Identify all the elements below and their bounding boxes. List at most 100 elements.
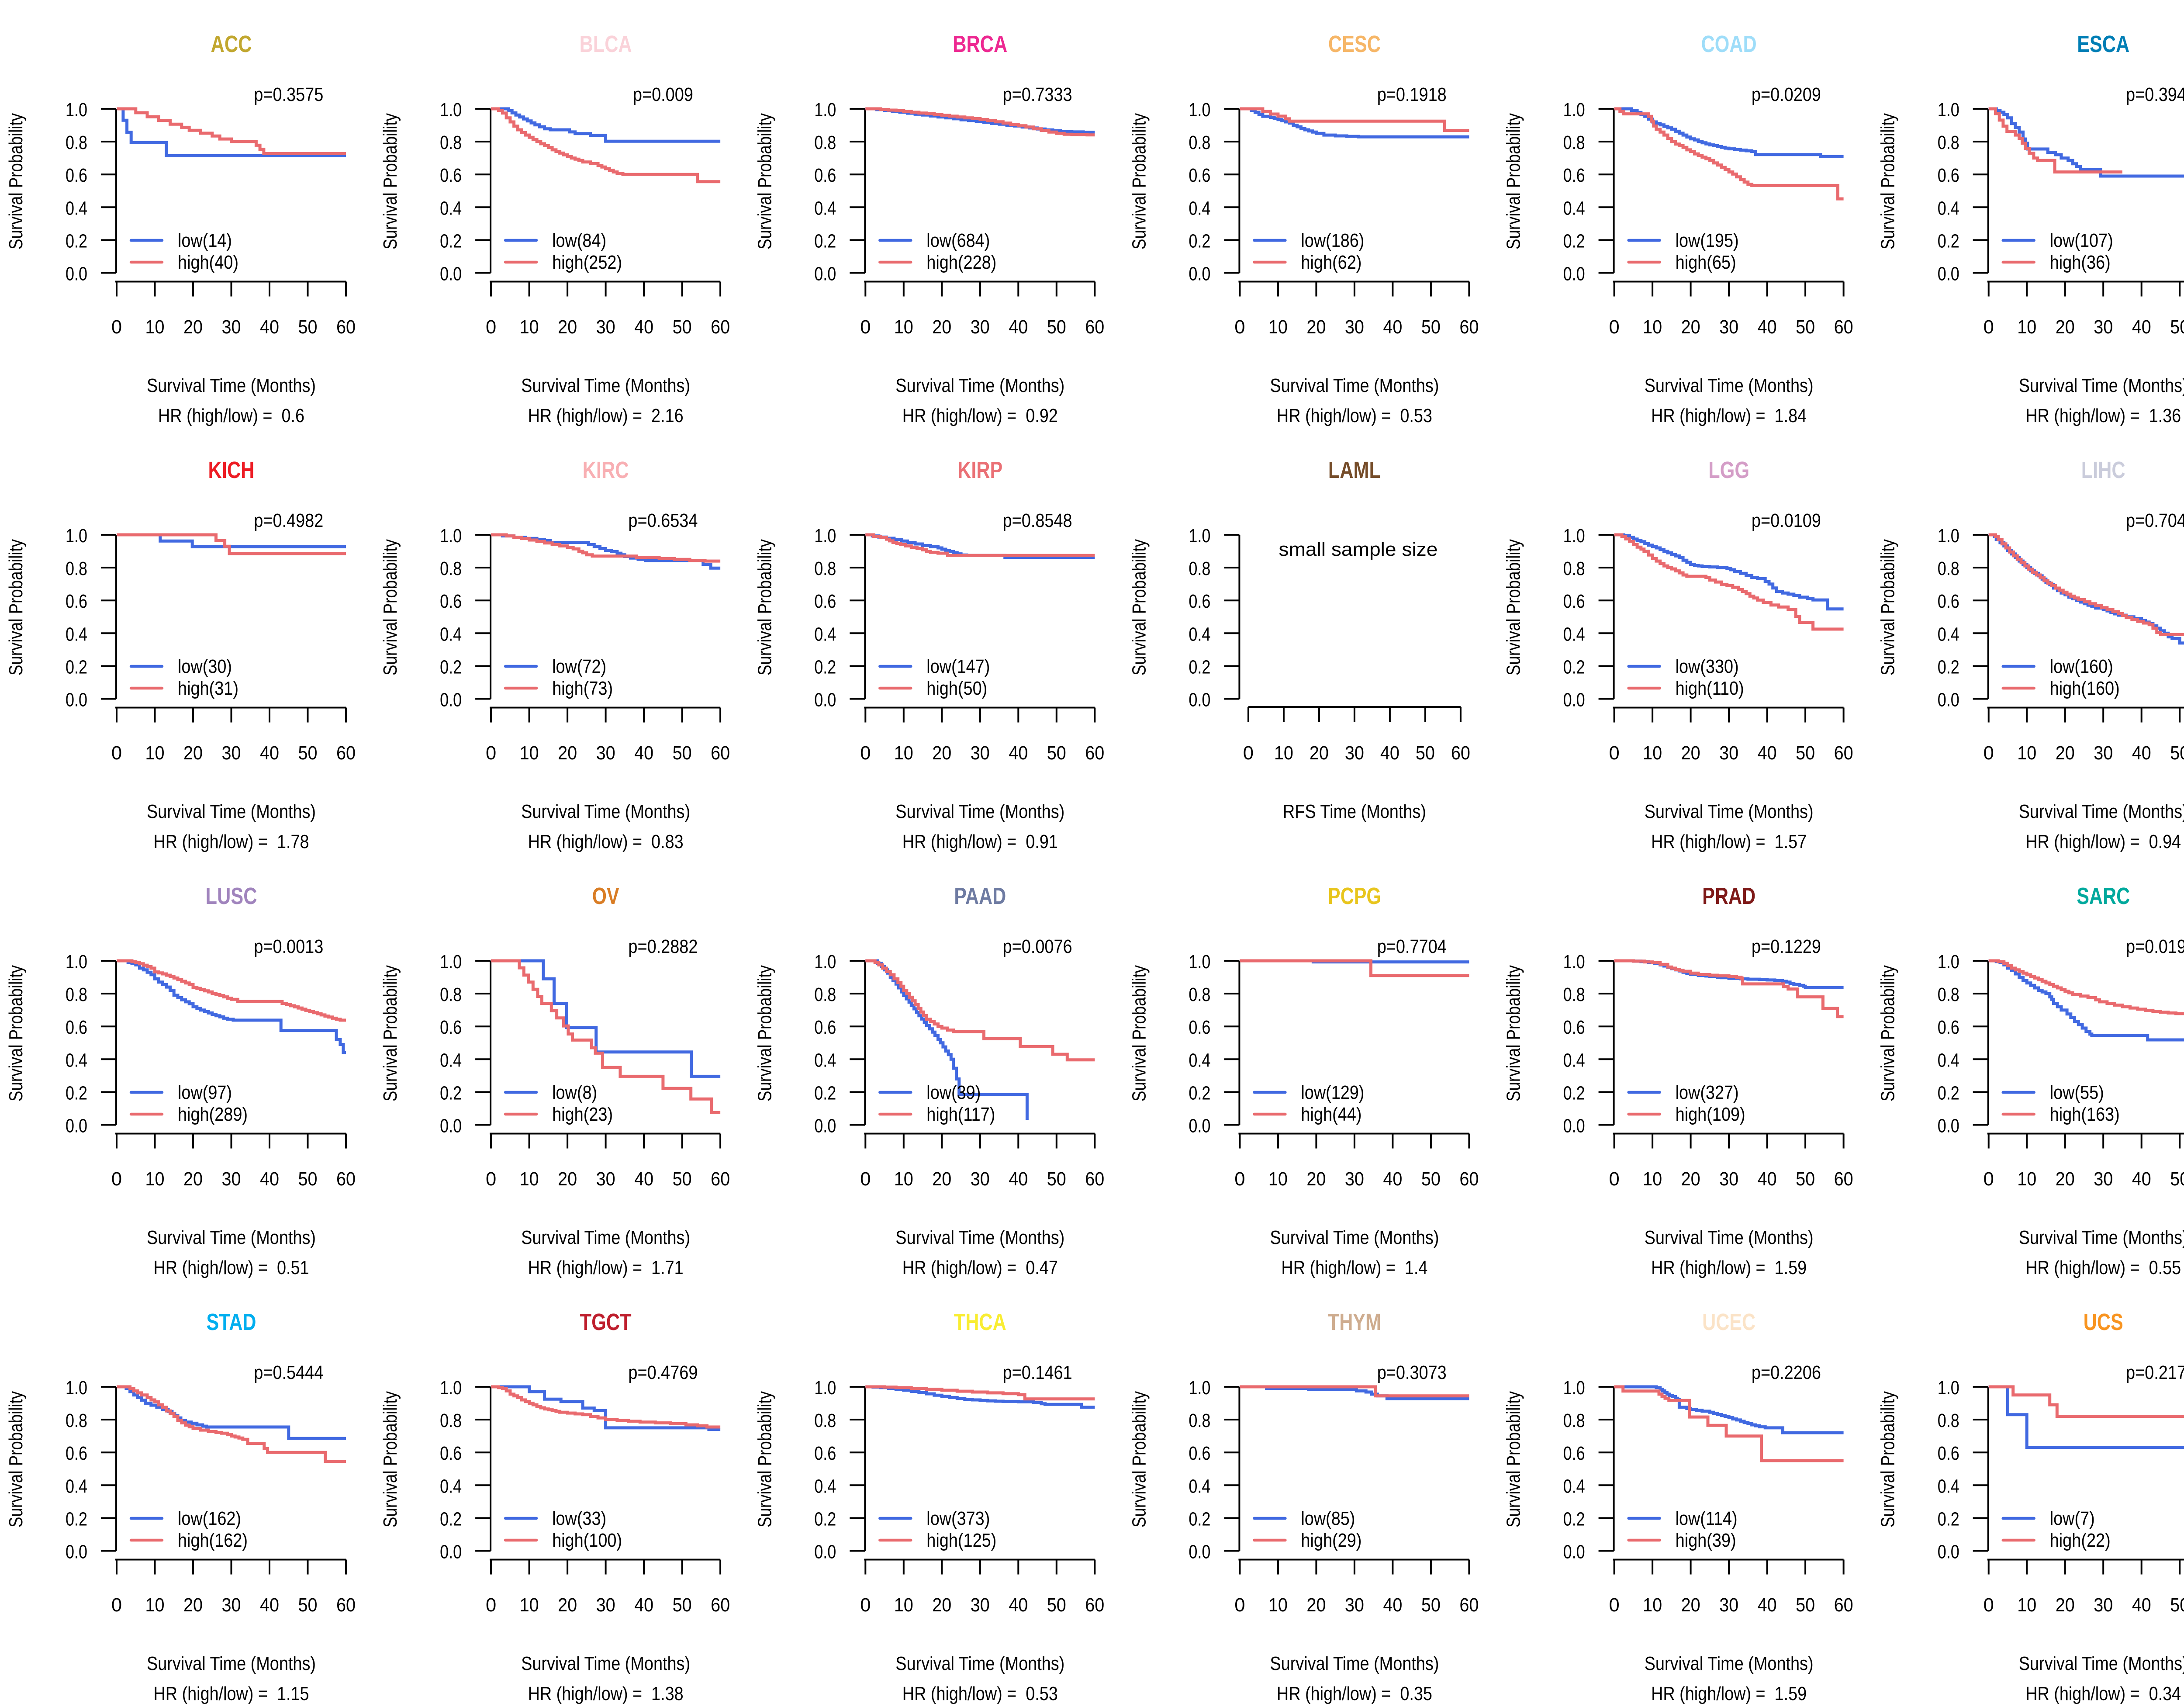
svg-text:0.2: 0.2 [814, 1083, 836, 1104]
svg-text:p=0.7333: p=0.7333 [1003, 84, 1072, 105]
svg-text:high(100): high(100) [552, 1530, 622, 1551]
svg-text:Survival Time (Months): Survival Time (Months) [1645, 801, 1814, 822]
svg-text:0: 0 [1984, 1595, 1994, 1616]
svg-text:0.2: 0.2 [440, 1083, 462, 1104]
svg-text:10: 10 [1274, 743, 1293, 764]
svg-text:0: 0 [1609, 1595, 1619, 1616]
svg-text:0: 0 [860, 1595, 871, 1616]
svg-text:0.8: 0.8 [814, 984, 836, 1005]
svg-text:0.2: 0.2 [1563, 1509, 1585, 1530]
svg-text:0.0: 0.0 [1563, 264, 1585, 285]
svg-text:0: 0 [1984, 317, 1994, 338]
svg-text:0.4: 0.4 [1189, 624, 1210, 645]
svg-text:HR (high/low) = 1.78: HR (high/low) = 1.78 [154, 831, 309, 852]
svg-text:10: 10 [1268, 1169, 1288, 1190]
svg-text:20: 20 [2056, 1595, 2075, 1616]
svg-text:HR (high/low) = 0.92: HR (high/low) = 0.92 [902, 405, 1058, 426]
svg-text:0.8: 0.8 [440, 984, 462, 1005]
svg-text:50: 50 [1416, 743, 1435, 764]
svg-text:0.6: 0.6 [440, 1443, 462, 1464]
svg-text:60: 60 [1085, 1169, 1104, 1190]
svg-text:0.8: 0.8 [1563, 558, 1585, 579]
svg-text:small sample size: small sample size [1279, 539, 1438, 560]
svg-text:high(160): high(160) [2050, 678, 2120, 699]
svg-text:50: 50 [1796, 317, 1815, 338]
svg-text:0.8: 0.8 [1938, 984, 1959, 1005]
svg-text:PAAD: PAAD [954, 883, 1006, 909]
svg-text:high(36): high(36) [2050, 252, 2111, 273]
svg-text:p=0.6534: p=0.6534 [628, 510, 698, 531]
svg-text:0.6: 0.6 [1189, 1017, 1210, 1038]
svg-text:30: 30 [2094, 317, 2113, 338]
svg-text:30: 30 [222, 743, 241, 764]
svg-text:20: 20 [183, 1595, 203, 1616]
svg-text:50: 50 [2170, 317, 2184, 338]
svg-text:0.2: 0.2 [1563, 657, 1585, 678]
svg-text:0: 0 [486, 317, 496, 338]
svg-text:Survival Probability: Survival Probability [1878, 539, 1899, 675]
svg-text:0.8: 0.8 [814, 132, 836, 153]
svg-text:1.0: 1.0 [1189, 100, 1210, 121]
svg-text:RFS Time (Months): RFS Time (Months) [1283, 801, 1426, 822]
svg-text:p=0.1461: p=0.1461 [1003, 1362, 1072, 1383]
svg-text:1.0: 1.0 [1563, 952, 1585, 973]
svg-text:high(39): high(39) [1676, 1530, 1736, 1551]
svg-text:Survival Probability: Survival Probability [6, 1391, 27, 1527]
svg-text:UCEC: UCEC [1702, 1309, 1755, 1335]
svg-text:50: 50 [1047, 1595, 1066, 1616]
svg-text:high(73): high(73) [552, 678, 613, 699]
svg-text:10: 10 [520, 1169, 539, 1190]
svg-text:50: 50 [673, 1595, 692, 1616]
svg-text:0.6: 0.6 [1563, 591, 1585, 612]
svg-text:0.4: 0.4 [1189, 1050, 1210, 1071]
svg-text:1.0: 1.0 [66, 1378, 87, 1399]
svg-text:Survival Time (Months): Survival Time (Months) [1270, 1227, 1439, 1248]
svg-text:10: 10 [894, 317, 913, 338]
svg-text:40: 40 [260, 1169, 279, 1190]
svg-text:0.6: 0.6 [440, 591, 462, 612]
svg-text:Survival Probability: Survival Probability [1503, 965, 1524, 1101]
svg-text:20: 20 [1681, 1595, 1700, 1616]
svg-text:20: 20 [1306, 317, 1326, 338]
svg-text:10: 10 [1643, 743, 1662, 764]
svg-text:low(72): low(72) [552, 656, 606, 677]
svg-text:low(39): low(39) [926, 1082, 981, 1103]
svg-text:40: 40 [634, 743, 653, 764]
svg-text:0.4: 0.4 [814, 624, 836, 645]
svg-text:40: 40 [2132, 743, 2151, 764]
svg-text:low(97): low(97) [178, 1082, 232, 1103]
svg-text:0.8: 0.8 [440, 1410, 462, 1431]
svg-text:0.0: 0.0 [440, 264, 462, 285]
svg-text:Survival Probability: Survival Probability [6, 965, 27, 1101]
svg-text:p=0.0013: p=0.0013 [254, 936, 323, 957]
svg-text:0.8: 0.8 [814, 558, 836, 579]
svg-text:40: 40 [1758, 1169, 1777, 1190]
svg-text:10: 10 [145, 1169, 165, 1190]
svg-text:LUSC: LUSC [206, 883, 257, 909]
svg-text:0.4: 0.4 [1938, 1050, 1959, 1071]
svg-text:HR (high/low) = 0.51: HR (high/low) = 0.51 [154, 1257, 309, 1278]
svg-text:0.8: 0.8 [66, 132, 87, 153]
svg-text:Survival Probability: Survival Probability [1129, 113, 1150, 249]
svg-text:0: 0 [1234, 317, 1245, 338]
svg-text:0.8: 0.8 [66, 558, 87, 579]
svg-text:high(163): high(163) [2050, 1104, 2120, 1125]
svg-text:30: 30 [1345, 1595, 1364, 1616]
svg-text:50: 50 [1047, 743, 1066, 764]
svg-text:30: 30 [596, 1595, 615, 1616]
svg-text:high(23): high(23) [552, 1104, 613, 1125]
svg-text:40: 40 [1009, 1169, 1028, 1190]
svg-text:p=0.4982: p=0.4982 [254, 510, 323, 531]
svg-text:0.2: 0.2 [440, 231, 462, 252]
svg-text:0.6: 0.6 [1189, 165, 1210, 186]
svg-text:20: 20 [183, 743, 203, 764]
svg-text:20: 20 [183, 317, 203, 338]
svg-text:0.0: 0.0 [1563, 1116, 1585, 1137]
svg-text:60: 60 [711, 1595, 730, 1616]
svg-text:0.6: 0.6 [814, 165, 836, 186]
svg-text:0.2: 0.2 [1189, 1083, 1210, 1104]
svg-text:30: 30 [971, 743, 990, 764]
svg-text:50: 50 [298, 1595, 318, 1616]
svg-text:30: 30 [1719, 1169, 1738, 1190]
svg-text:HR (high/low) = 0.6: HR (high/low) = 0.6 [158, 405, 304, 426]
